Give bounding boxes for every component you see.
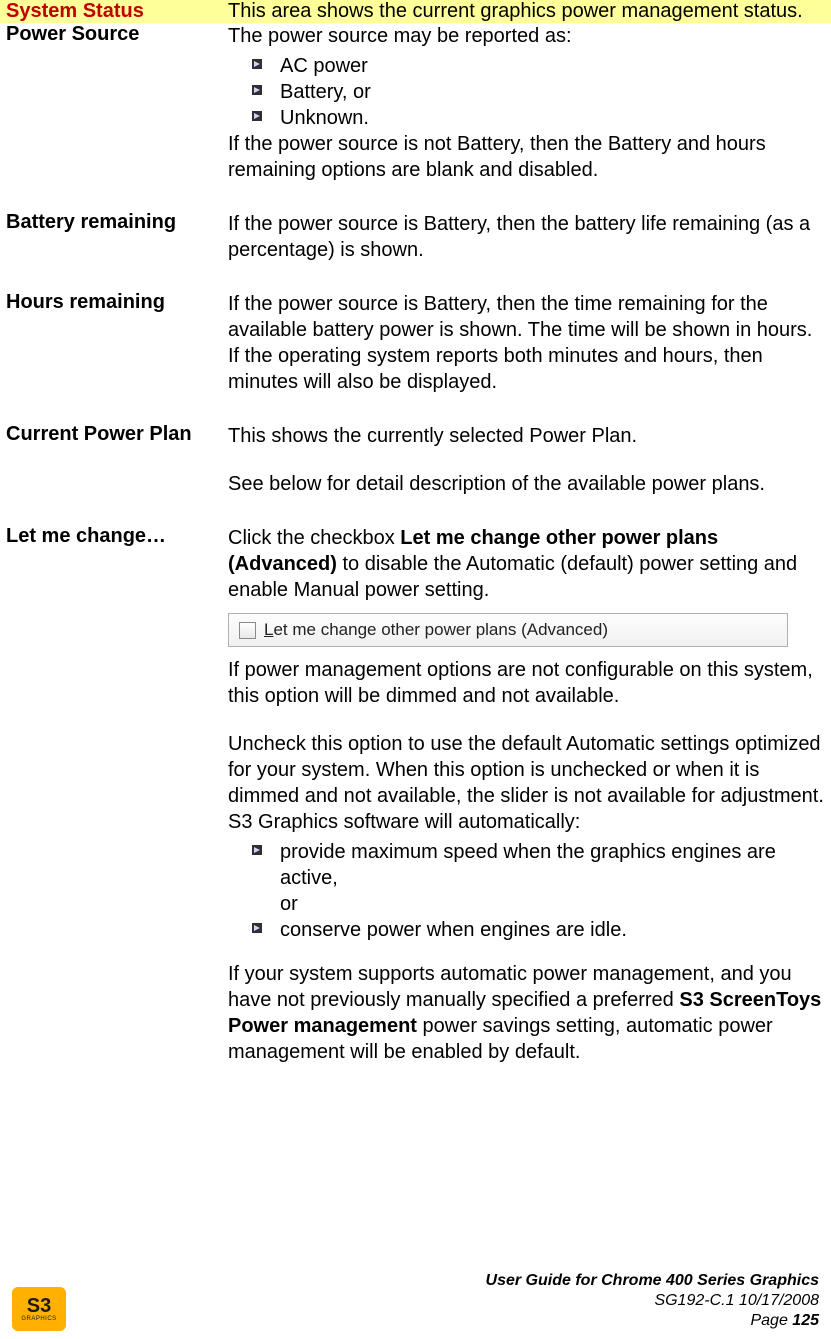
list-item: Battery, or: [228, 79, 825, 105]
current-plan-p1: This shows the currently selected Power …: [228, 423, 825, 449]
list-item: provide maximum speed when the graphics …: [228, 839, 825, 917]
label-let-me-change: Let me change…: [0, 525, 222, 1069]
label-current-power-plan: Current Power Plan: [0, 423, 222, 525]
row-battery-remaining: Battery remaining If the power source is…: [0, 211, 831, 291]
lmc-bullets: provide maximum speed when the graphics …: [228, 839, 825, 943]
footer-title: User Guide for Chrome 400 Series Graphic…: [486, 1271, 819, 1291]
lmc-p2: If power management options are not conf…: [228, 657, 825, 709]
battery-remaining-text: If the power source is Battery, then the…: [228, 211, 825, 263]
footer-page: Page 125: [486, 1311, 819, 1331]
bullet-text: AC power: [280, 55, 368, 77]
checkbox-box-icon[interactable]: [239, 622, 256, 639]
s3-logo: S3 GRAPHICS: [12, 1287, 66, 1331]
label-system-status: System Status: [0, 0, 222, 23]
checkbox-advanced-power-plans[interactable]: Let me change other power plans (Advance…: [228, 613, 788, 647]
desc-battery-remaining: If the power source is Battery, then the…: [222, 211, 831, 291]
bullet-text: provide maximum speed when the graphics …: [280, 841, 776, 915]
footer-docid: SG192-C.1 10/17/2008: [486, 1291, 819, 1311]
list-item: conserve power when engines are idle.: [228, 917, 825, 943]
row-power-source: Power Source The power source may be rep…: [0, 23, 831, 211]
footer-page-number: 125: [792, 1312, 819, 1329]
row-current-power-plan: Current Power Plan This shows the curren…: [0, 423, 831, 525]
lmc-p1: Click the checkbox Let me change other p…: [228, 525, 825, 603]
list-item: AC power: [228, 53, 825, 79]
desc-let-me-change: Click the checkbox Let me change other p…: [222, 525, 831, 1069]
hours-remaining-text: If the power source is Battery, then the…: [228, 291, 825, 395]
checkbox-label: Let me change other power plans (Advance…: [264, 620, 608, 640]
lmc-p4: If your system supports automatic power …: [228, 961, 825, 1065]
desc-power-source: The power source may be reported as: AC …: [222, 23, 831, 211]
row-system-status: System Status This area shows the curren…: [0, 0, 831, 23]
desc-system-status: This area shows the current graphics pow…: [222, 0, 831, 23]
label-battery-remaining: Battery remaining: [0, 211, 222, 291]
row-let-me-change: Let me change… Click the checkbox Let me…: [0, 525, 831, 1069]
bullet-icon: [252, 845, 262, 855]
power-source-intro: The power source may be reported as:: [228, 23, 825, 49]
page: System Status This area shows the curren…: [0, 0, 831, 1339]
desc-hours-remaining: If the power source is Battery, then the…: [222, 291, 831, 423]
bullet-text: Battery, or: [280, 81, 371, 103]
bullet-icon: [252, 85, 262, 95]
label-hours-remaining: Hours remaining: [0, 291, 222, 423]
logo-text: S3: [27, 1296, 51, 1316]
page-footer: S3 GRAPHICS User Guide for Chrome 400 Se…: [0, 1271, 831, 1331]
lmc-p3: Uncheck this option to use the default A…: [228, 731, 825, 835]
desc-current-power-plan: This shows the currently selected Power …: [222, 423, 831, 525]
bullet-icon: [252, 923, 262, 933]
definitions-table: System Status This area shows the curren…: [0, 0, 831, 1069]
logo-subtext: GRAPHICS: [21, 1316, 56, 1322]
list-item: Unknown.: [228, 105, 825, 131]
power-source-post: If the power source is not Battery, then…: [228, 131, 825, 183]
footer-page-label: Page: [750, 1312, 792, 1329]
bullet-text: conserve power when engines are idle.: [280, 919, 627, 941]
label-power-source: Power Source: [0, 23, 222, 211]
lmc-p1-pre: Click the checkbox: [228, 527, 400, 549]
current-plan-p2: See below for detail description of the …: [228, 471, 825, 497]
bullet-text: Unknown.: [280, 107, 369, 129]
power-source-bullets: AC power Battery, or Unknown.: [228, 53, 825, 131]
footer-text: User Guide for Chrome 400 Series Graphic…: [486, 1271, 819, 1331]
bullet-icon: [252, 59, 262, 69]
row-hours-remaining: Hours remaining If the power source is B…: [0, 291, 831, 423]
bullet-icon: [252, 111, 262, 121]
